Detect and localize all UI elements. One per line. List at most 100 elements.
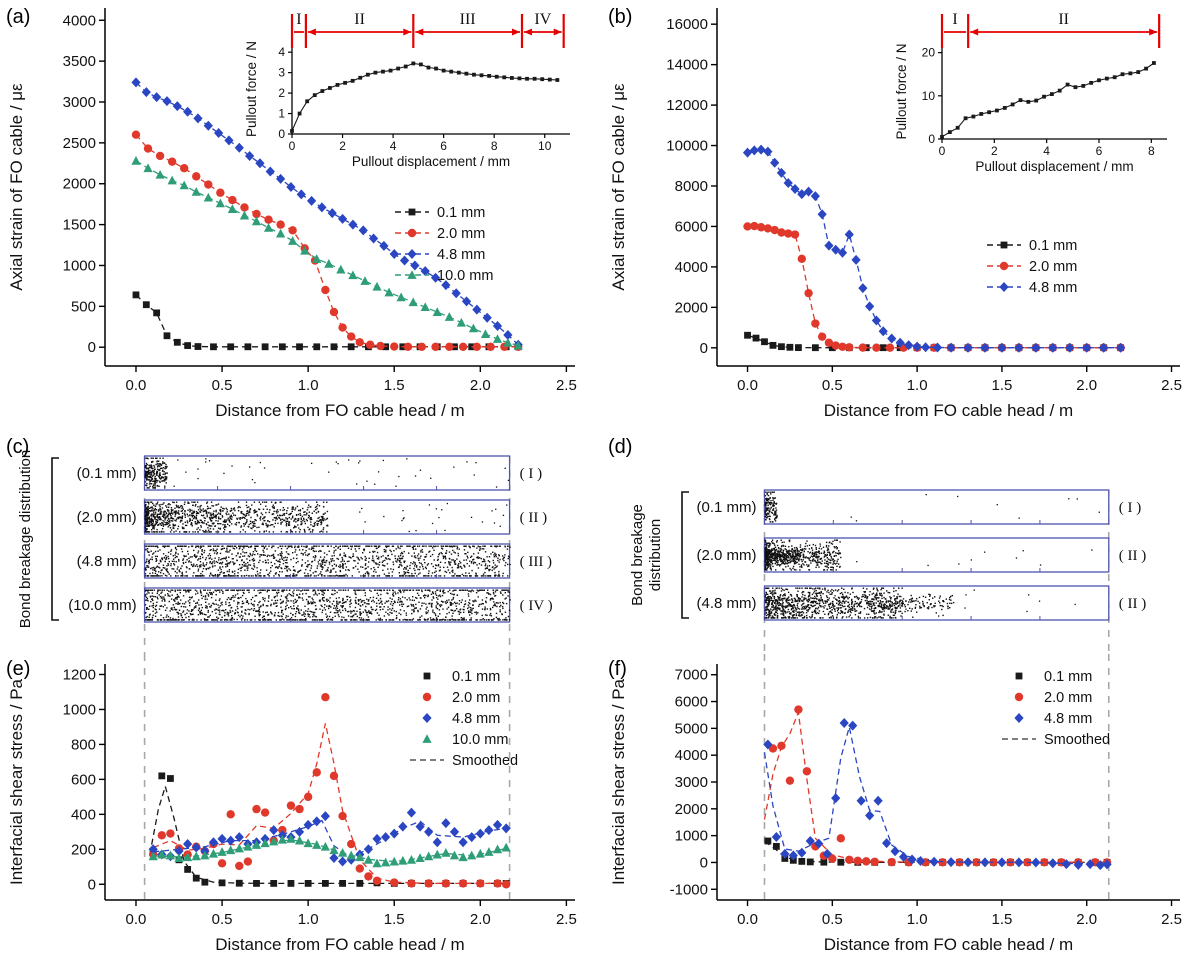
svg-text:500: 500	[71, 298, 96, 315]
svg-text:I: I	[952, 11, 957, 28]
breakage-strip-10.0mm: (10.0 mm)( IV )	[68, 587, 553, 623]
svg-text:10: 10	[538, 139, 552, 153]
panel-letter-e: (e)	[6, 658, 31, 680]
svg-text:1.5: 1.5	[991, 377, 1012, 394]
svg-text:2500: 2500	[63, 135, 96, 152]
inset-pullout-chart: 0 2 4 6 8 0 10 20 Pullout displacement / mm Pullo…	[894, 11, 1167, 174]
panel-f-shear-stress-chart: 0.0 0.5 1.0 1.5 2.0 2.5-100001000200030004000…	[609, 654, 1182, 954]
strip-group-bracket	[51, 457, 59, 621]
breakage-dots	[144, 589, 511, 621]
series-10.0-mm	[131, 156, 523, 350]
svg-text:4: 4	[1043, 144, 1050, 158]
legend: 0.1 mm 2.0 mm 4.8 mm	[987, 238, 1077, 296]
panel-e-shear-stress-chart: 0.0 0.5 1.0 1.5 2.0 2.5020040060080010001200D…	[7, 654, 577, 954]
svg-text:6: 6	[440, 139, 447, 153]
svg-text:2.0 mm: 2.0 mm	[437, 226, 485, 242]
svg-text:0.5: 0.5	[822, 377, 843, 394]
svg-text:0.5: 0.5	[212, 377, 233, 394]
series-4.8-mm	[742, 144, 1126, 353]
svg-text:16000: 16000	[666, 16, 708, 33]
svg-text:Pullout displacement / mm: Pullout displacement / mm	[975, 159, 1133, 174]
svg-text:4000: 4000	[63, 12, 96, 29]
svg-text:10.0 mm: 10.0 mm	[437, 268, 493, 284]
panel-letter-c: (c)	[6, 436, 30, 458]
svg-text:Distance from FO cable head /: Distance from FO cable head / m	[824, 401, 1073, 420]
svg-text:2.5: 2.5	[1161, 377, 1182, 394]
svg-text:0.1 mm: 0.1 mm	[437, 205, 485, 221]
bond-breakage-side-label: Bond breakage distribution	[17, 450, 34, 628]
svg-text:0.0: 0.0	[126, 377, 147, 394]
svg-text:2.5: 2.5	[556, 377, 577, 394]
breakage-strip-2.0mm: (2.0 mm) ( II )	[77, 499, 547, 535]
svg-text:4.8 mm: 4.8 mm	[437, 247, 485, 263]
svg-text:1: 1	[278, 107, 285, 121]
svg-text:2.0: 2.0	[1076, 377, 1097, 394]
svg-text:14000: 14000	[666, 57, 708, 74]
svg-text:3500: 3500	[63, 53, 96, 70]
breakage-dots	[764, 491, 1100, 523]
svg-text:2000: 2000	[63, 176, 96, 193]
svg-text:0.1 mm: 0.1 mm	[1029, 238, 1077, 254]
svg-text:I: I	[296, 11, 301, 28]
svg-text:2: 2	[339, 139, 346, 153]
panel-a-axial-strain-chart: 0.0 0.5 1.0 1.5 2.0 2.50500100015002000250030…	[7, 8, 577, 420]
svg-text:4: 4	[390, 139, 397, 153]
svg-text:4: 4	[278, 45, 285, 59]
svg-text:20: 20	[922, 46, 936, 60]
svg-text:1.0: 1.0	[907, 377, 928, 394]
breakage-dots	[764, 587, 1076, 619]
svg-text:2.0: 2.0	[470, 377, 491, 394]
svg-text:Distance from FO cable head /: Distance from FO cable head / m	[215, 401, 464, 420]
svg-text:(4.8 mm): (4.8 mm)	[77, 553, 137, 570]
svg-text:Axial strain of FO cable / με: Axial strain of FO cable / με	[609, 83, 628, 291]
svg-text:0: 0	[928, 132, 935, 146]
svg-text:2: 2	[991, 144, 998, 158]
panel-b-axial-strain-chart: 0.0 0.5 1.0 1.5 2.0 2.50200040006000800010000…	[609, 8, 1182, 420]
series-10.0-mm	[148, 834, 511, 868]
svg-text:0: 0	[700, 340, 708, 357]
breakage-strip-0.1mm: (0.1 mm)( I )	[696, 489, 1141, 525]
svg-text:1500: 1500	[63, 217, 96, 234]
svg-text:2.0 mm: 2.0 mm	[1029, 259, 1077, 275]
svg-text:3000: 3000	[63, 94, 96, 111]
breakage-strip-2.0mm: (2.0 mm)( II )	[696, 537, 1146, 573]
svg-text:1.5: 1.5	[384, 377, 405, 394]
axes: 0.0 0.5 1.0 1.5 2.0 2.50200040006000800010000…	[609, 8, 1182, 420]
svg-text:8: 8	[491, 139, 498, 153]
svg-text:0: 0	[289, 139, 296, 153]
axes: 0.0 0.5 1.0 1.5 2.0 2.5-100001000200030004000…	[609, 664, 1182, 954]
svg-text:6: 6	[1096, 144, 1103, 158]
svg-text:8: 8	[1148, 144, 1155, 158]
svg-text:Pullout displacement / mm: Pullout displacement / mm	[352, 154, 510, 169]
panel-d-bond-breakage-strips: (0.1 mm)( I ) (2.0 mm)( II ) (4.8 mm)( II …	[629, 489, 1146, 654]
svg-text:0.0: 0.0	[737, 377, 758, 394]
pullout-stage-annotations: I II	[940, 11, 1161, 48]
svg-text:( II ): ( II )	[520, 510, 547, 526]
svg-text:8000: 8000	[675, 178, 708, 195]
svg-text:0: 0	[939, 144, 946, 158]
breakage-strip-4.8mm: (4.8 mm) ( III )	[77, 543, 552, 579]
svg-text:4000: 4000	[675, 259, 708, 276]
svg-text:2: 2	[278, 86, 285, 100]
strip-group-bracket	[681, 491, 689, 619]
svg-text:0: 0	[88, 339, 96, 356]
series-4.8-mm	[131, 77, 523, 350]
panel-letter-d: (d)	[608, 436, 633, 458]
svg-text:II: II	[354, 11, 365, 28]
bond-breakage-side-label: Bond breakage	[629, 504, 646, 606]
breakage-strip-4.8mm: (4.8 mm)( II )	[696, 585, 1146, 621]
svg-text:1000: 1000	[63, 257, 96, 274]
svg-text:Pullout force / N: Pullout force / N	[244, 41, 259, 137]
svg-text:(2.0 mm): (2.0 mm)	[77, 509, 137, 526]
breakage-dots	[144, 545, 511, 577]
svg-text:4.8 mm: 4.8 mm	[1029, 280, 1077, 296]
svg-text:Axial strain of FO cable / με: Axial strain of FO cable / με	[7, 83, 26, 291]
svg-text:2000: 2000	[675, 299, 708, 316]
pullout-stage-annotations: I II III IV	[290, 11, 565, 48]
svg-text:0: 0	[278, 127, 285, 141]
svg-text:IV: IV	[534, 11, 551, 28]
